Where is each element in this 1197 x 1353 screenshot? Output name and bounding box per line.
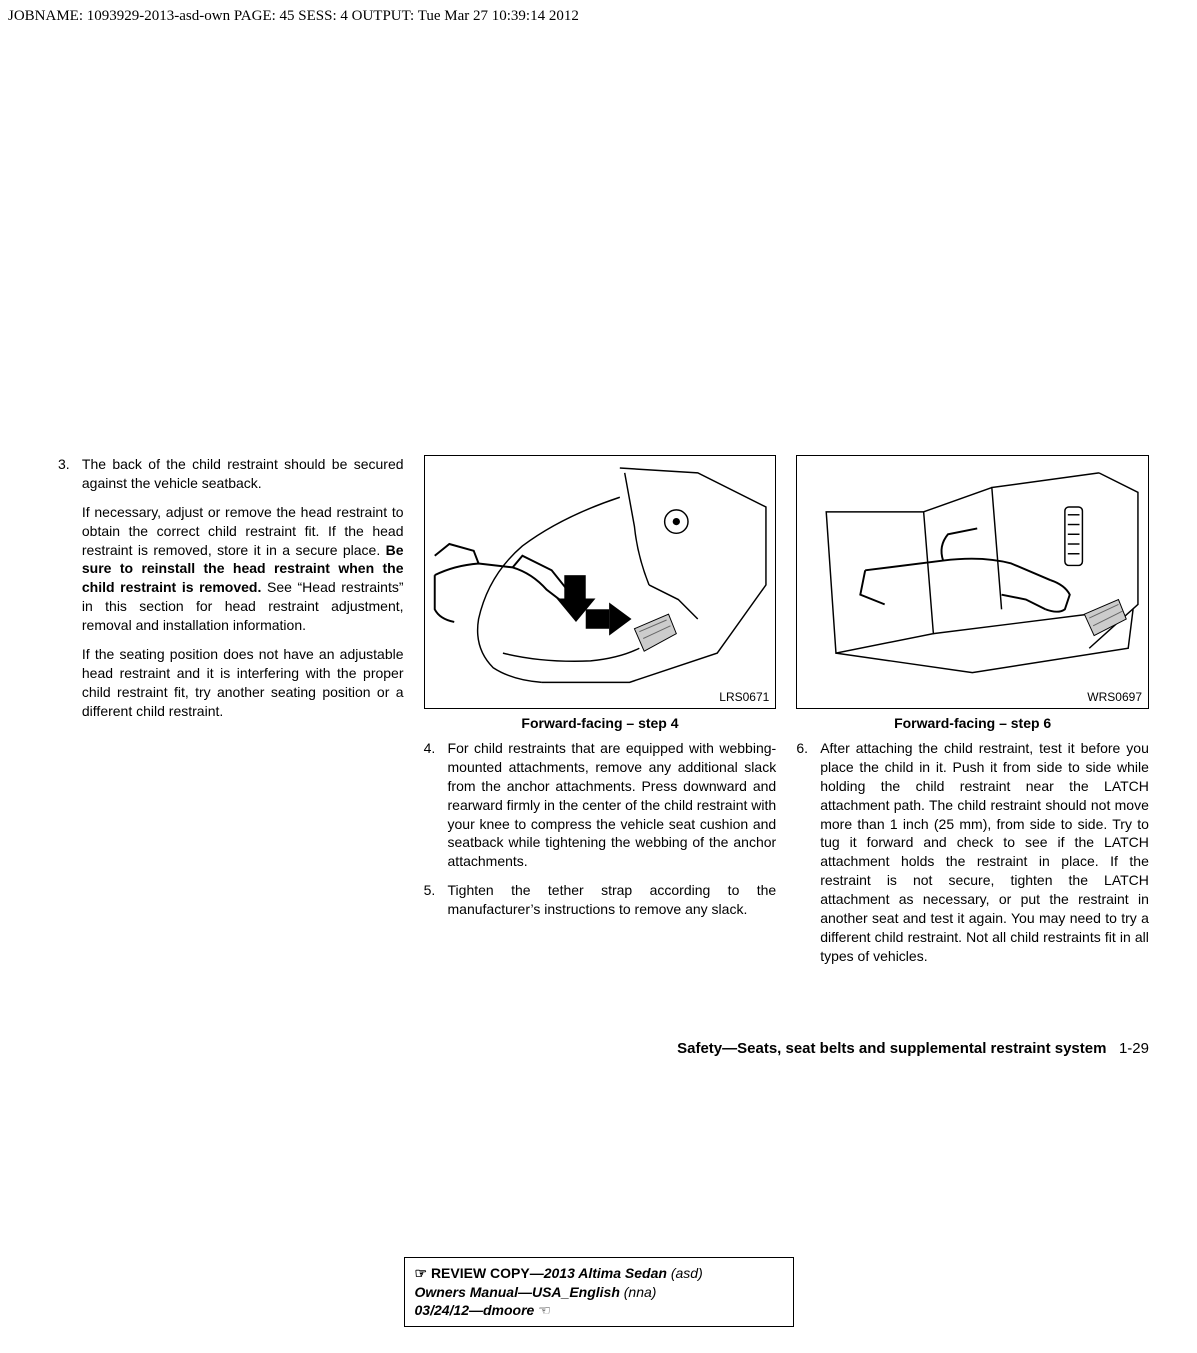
review-copy-box: ☞ REVIEW COPY—2013 Altima Sedan (asd) Ow… <box>404 1257 794 1328</box>
column-1: 3. The back of the child restraint shoul… <box>58 455 404 976</box>
column-2: LRS0671 Forward-facing – step 4 4. For c… <box>424 455 777 976</box>
paragraph: If the seating position does not have an… <box>82 645 404 721</box>
item-text: For child restraints that are equipped w… <box>448 739 777 871</box>
figure-step-4: LRS0671 <box>424 455 777 709</box>
item-text: Tighten the tether strap according to th… <box>448 881 777 919</box>
text-run: If necessary, adjust or remove the head … <box>82 504 404 558</box>
item-number: 4. <box>424 739 444 758</box>
list-item-6: 6. After attaching the child restraint, … <box>796 739 1149 966</box>
item-number: 6. <box>796 739 816 758</box>
paragraph: If necessary, adjust or remove the head … <box>82 503 404 635</box>
section-footer: Safety—Seats, seat belts and supplementa… <box>0 1016 1197 1057</box>
text-run-title: 2013 Altima Sedan <box>544 1265 671 1281</box>
figure-step-6: WRS0697 <box>796 455 1149 709</box>
item-text: The back of the child restraint should b… <box>82 455 404 731</box>
list-item-5: 5. Tighten the tether strap according to… <box>424 881 777 919</box>
review-line-1: ☞ REVIEW COPY—2013 Altima Sedan (asd) <box>415 1264 783 1283</box>
item-number: 3. <box>58 455 78 474</box>
paragraph: The back of the child restraint should b… <box>82 455 404 493</box>
text-run-bold: ☞ REVIEW COPY— <box>415 1265 544 1281</box>
section-title: Safety—Seats, seat belts and supplementa… <box>677 1040 1106 1057</box>
illustration-step-4 <box>425 456 776 708</box>
text-run-italic: (asd) <box>671 1265 703 1281</box>
list-item-3: 3. The back of the child restraint shoul… <box>58 455 404 731</box>
text-run-italic: (nna) <box>624 1284 657 1300</box>
job-header: JOBNAME: 1093929-2013-asd-own PAGE: 45 S… <box>0 0 1197 25</box>
column-3: WRS0697 Forward-facing – step 6 6. After… <box>796 455 1149 976</box>
figure-caption: Forward-facing – step 4 <box>424 715 777 731</box>
figure-code: WRS0697 <box>1087 690 1142 704</box>
page-number: 1-29 <box>1119 1040 1149 1057</box>
review-line-2: Owners Manual—USA_English (nna) <box>415 1283 783 1302</box>
text-run-bold-italic: Owners Manual—USA_English <box>415 1284 624 1300</box>
list-item-4: 4. For child restraints that are equippe… <box>424 739 777 871</box>
item-number: 5. <box>424 881 444 900</box>
page-content: 3. The back of the child restraint shoul… <box>0 25 1197 1016</box>
text-run-bold-italic: 03/24/12—dmoore <box>415 1302 539 1318</box>
arrow-right-icon <box>585 602 631 635</box>
item-text: After attaching the child restraint, tes… <box>820 739 1149 966</box>
figure-code: LRS0671 <box>719 690 769 704</box>
pointer-left-icon: ☜ <box>538 1302 551 1318</box>
figure-caption: Forward-facing – step 6 <box>796 715 1149 731</box>
review-line-3: 03/24/12—dmoore ☜ <box>415 1301 783 1320</box>
illustration-step-6 <box>797 456 1148 708</box>
